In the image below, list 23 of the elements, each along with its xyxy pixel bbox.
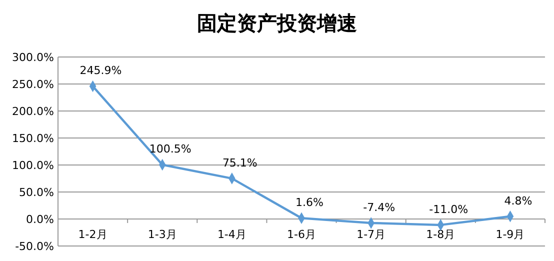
x-tick-label: 1-2月	[78, 228, 108, 241]
y-tick-label: 250.0%	[12, 78, 54, 91]
data-label: -7.4%	[363, 200, 396, 214]
data-label: 100.5%	[149, 142, 192, 156]
x-tick-label: 1-9月	[496, 228, 525, 241]
y-tick-label: 300.0%	[12, 50, 54, 64]
data-label: 75.1%	[222, 156, 258, 170]
y-tick-label: 100.0%	[12, 158, 54, 172]
chart-title: 固定资产投资增速	[197, 11, 357, 35]
x-tick-label: 1-8月	[426, 228, 456, 241]
data-label: 1.6%	[296, 196, 324, 210]
x-tick-label: 1-7月	[356, 228, 386, 241]
y-tick-label: 50.0%	[19, 186, 54, 199]
y-tick-label: 150.0%	[12, 132, 54, 145]
x-tick-label: 1-6月	[287, 228, 316, 241]
x-tick-label: 1-4月	[217, 228, 246, 241]
y-tick-label: -50.0%	[15, 240, 54, 253]
x-tick-label: 1-3月	[148, 228, 177, 241]
data-label: 245.9%	[80, 64, 122, 78]
y-tick-label: 200.0%	[12, 104, 54, 118]
data-label: 4.8%	[504, 194, 532, 208]
y-tick-label: 0.0%	[26, 212, 54, 226]
data-label: -11.0%	[429, 202, 468, 216]
